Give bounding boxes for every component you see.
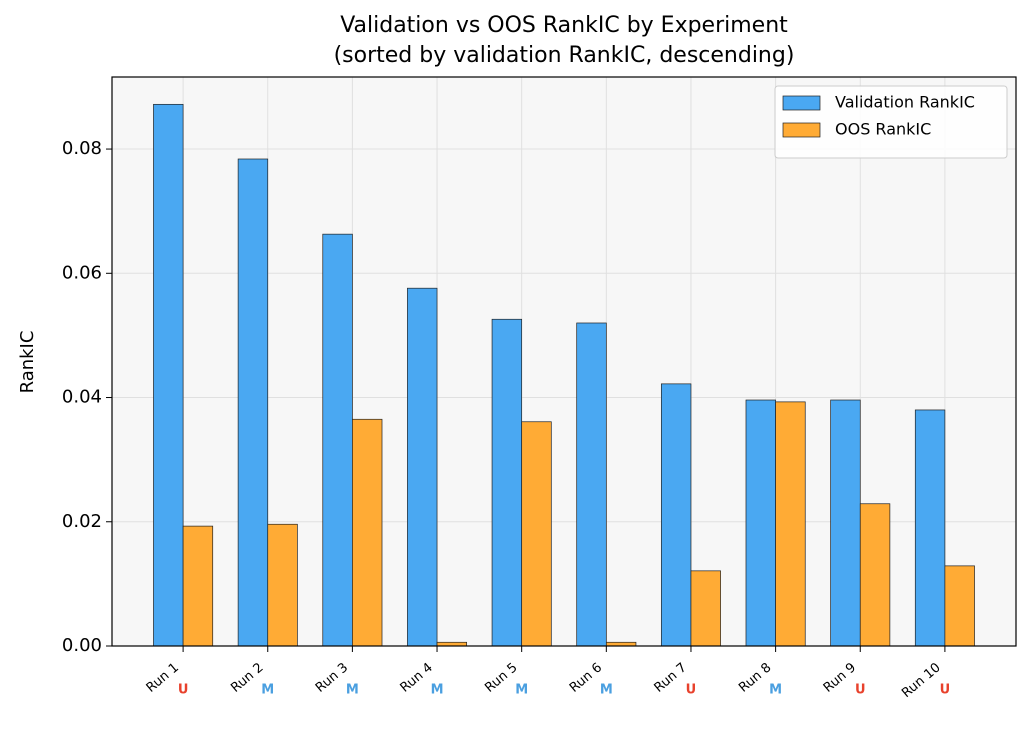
x-marker: M <box>431 683 444 698</box>
legend-box <box>774 85 1008 159</box>
chart-title: Validation vs OOS RankIC by Experiment <box>340 13 788 38</box>
bar <box>267 523 298 647</box>
bar <box>690 570 721 647</box>
legend-label: Validation RankIC <box>835 93 975 112</box>
x-tick-label: Run 9 <box>821 660 859 695</box>
legend-label: OOS RankIC <box>835 120 931 139</box>
legend-swatch <box>782 122 821 138</box>
bar <box>745 399 776 647</box>
y-tick-label: 0.06 <box>62 262 102 283</box>
x-marker: U <box>686 683 697 698</box>
x-tick-label: Run 10 <box>899 660 944 701</box>
bar <box>182 525 214 647</box>
x-marker: M <box>515 683 528 698</box>
y-tick-label: 0.00 <box>62 635 102 656</box>
y-tick-label: 0.02 <box>62 511 102 532</box>
x-marker: U <box>178 683 189 698</box>
x-marker: M <box>600 683 613 698</box>
x-marker: M <box>769 683 782 698</box>
bar <box>352 418 383 647</box>
x-marker: M <box>261 683 274 698</box>
y-tick-label: 0.04 <box>62 387 102 408</box>
y-tick-label: 0.08 <box>62 138 102 159</box>
x-tick-label: Run 1 <box>144 660 182 695</box>
bar <box>491 318 523 647</box>
bar <box>660 383 692 647</box>
bar <box>576 322 607 647</box>
x-tick-label: Run 7 <box>652 660 690 695</box>
bar <box>521 421 552 647</box>
axes-frame <box>111 76 1017 647</box>
bar <box>237 158 269 647</box>
bar <box>407 287 438 647</box>
bar <box>775 401 806 647</box>
y-axis-label: RankIC <box>17 331 38 394</box>
legend-swatch <box>782 95 821 111</box>
bar <box>153 103 184 647</box>
bar <box>830 399 861 647</box>
x-marker: M <box>346 683 359 698</box>
bar <box>944 565 975 647</box>
chart-subtitle: (sorted by validation RankIC, descending… <box>334 43 795 68</box>
bar <box>859 503 891 647</box>
x-marker: U <box>940 683 951 698</box>
bar <box>322 233 353 647</box>
bar <box>914 409 946 647</box>
x-marker: U <box>855 683 866 698</box>
